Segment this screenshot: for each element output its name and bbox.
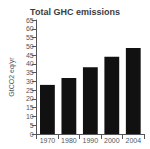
svg-text:10: 10 xyxy=(26,113,34,120)
svg-text:30: 30 xyxy=(26,78,34,85)
svg-text:15: 15 xyxy=(26,104,34,111)
svg-text:20: 20 xyxy=(26,95,34,102)
svg-text:5: 5 xyxy=(30,122,34,129)
svg-text:55: 55 xyxy=(26,34,34,41)
svg-text:60: 60 xyxy=(26,25,34,32)
svg-text:2000: 2000 xyxy=(104,137,120,144)
svg-text:0: 0 xyxy=(30,131,34,138)
svg-text:65: 65 xyxy=(26,17,34,24)
svg-text:Total GHC emissions: Total GHC emissions xyxy=(30,7,120,17)
svg-text:1980: 1980 xyxy=(61,137,77,144)
svg-text:35: 35 xyxy=(26,69,34,76)
svg-text:2004: 2004 xyxy=(125,137,141,144)
svg-text:40: 40 xyxy=(26,60,34,67)
svg-text:25: 25 xyxy=(26,87,34,94)
svg-text:GtCO2 eq/yr: GtCO2 eq/yr xyxy=(8,57,16,97)
svg-text:1990: 1990 xyxy=(83,137,99,144)
svg-text:45: 45 xyxy=(26,52,34,59)
svg-text:1970: 1970 xyxy=(40,137,56,144)
svg-text:50: 50 xyxy=(26,43,34,50)
